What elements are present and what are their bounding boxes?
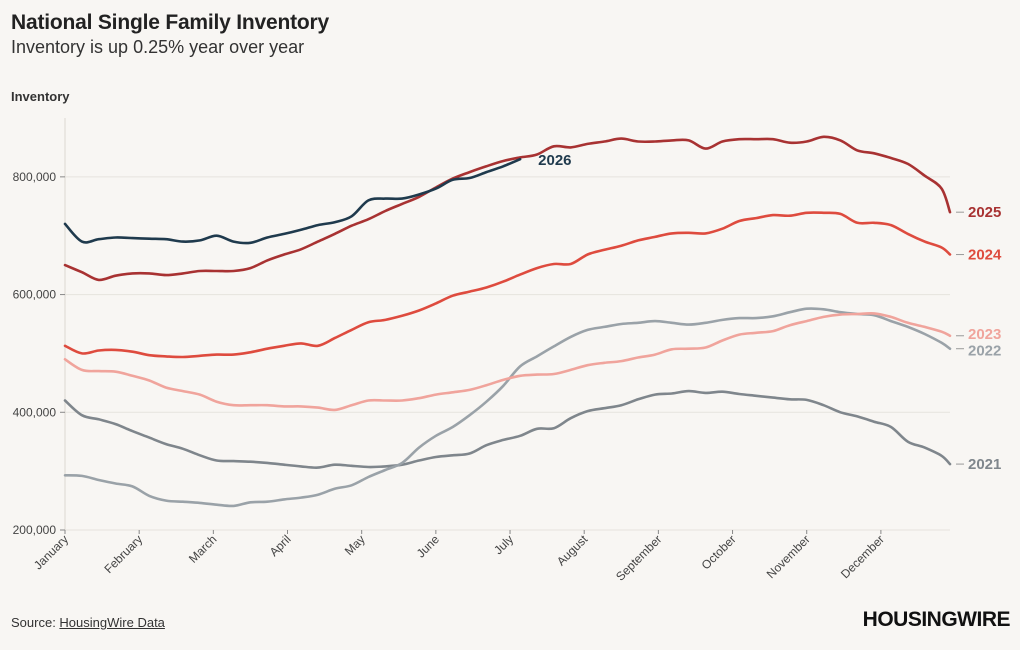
y-axis: 200,000 400,000 600,000 800,000: [13, 118, 66, 537]
x-tick-label: September: [613, 532, 664, 583]
series-label-2022: 2022: [968, 343, 1001, 360]
x-tick-label: April: [267, 532, 294, 559]
series-line-2026: [63, 157, 522, 245]
series-label-2024: 2024: [968, 247, 1002, 264]
series-line-2025: [63, 135, 952, 282]
gridlines: [65, 176, 950, 531]
series-line-2024: [63, 211, 952, 359]
series-line-2021: [63, 389, 952, 469]
x-tick-label: November: [764, 532, 813, 581]
chart-title: National Single Family Inventory: [11, 11, 330, 34]
x-tick-label: August: [554, 532, 591, 569]
x-tick-label: July: [491, 532, 516, 557]
y-tick-label: 400,000: [13, 405, 57, 419]
series-label-2025: 2025: [968, 204, 1001, 221]
series-label-2021: 2021: [968, 456, 1001, 473]
x-axis: January February March April May June July Augu…: [31, 530, 887, 584]
x-tick-label: February: [101, 532, 145, 576]
source-link[interactable]: HousingWire Data: [59, 615, 165, 630]
x-tick-label: June: [414, 532, 443, 561]
x-tick-label: October: [699, 532, 739, 572]
series-line-2022: [63, 307, 952, 508]
series-lines: [63, 135, 952, 508]
x-tick-label: December: [838, 532, 887, 581]
y-tick-label: 200,000: [13, 523, 57, 537]
x-tick-label: May: [342, 532, 368, 558]
series-label-2023: 2023: [968, 326, 1001, 343]
chart-subtitle: Inventory is up 0.25% year over year: [11, 37, 305, 57]
x-tick-label: January: [31, 532, 71, 572]
source-note: Source: HousingWire Data: [11, 615, 165, 630]
y-tick-label: 600,000: [13, 288, 57, 302]
y-axis-title: Inventory: [11, 89, 70, 104]
y-tick-label: 800,000: [13, 170, 57, 184]
series-label-2026: 2026: [538, 152, 571, 169]
series-line-2023: [63, 311, 952, 412]
housingwire-logo: HOUSINGWIRE: [862, 608, 1011, 631]
source-prefix: Source:: [11, 615, 60, 630]
x-tick-label: March: [186, 532, 219, 565]
